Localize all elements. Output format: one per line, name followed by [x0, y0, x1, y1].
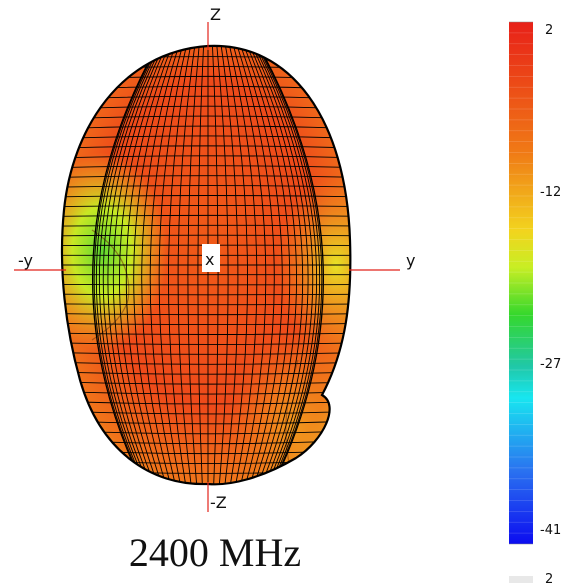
mesh-longitude-line: [98, 45, 161, 485]
mesh-latitude-line: [61, 155, 351, 159]
axis-label-x: x: [205, 250, 214, 269]
mesh-longitude-line: [93, 45, 159, 485]
colorbar-label-min: -41: [540, 523, 561, 538]
mesh-longitude-line: [158, 45, 187, 485]
mesh-latitude-line: [61, 234, 351, 237]
mesh-latitude-line: [61, 312, 351, 316]
x-label-box: [202, 244, 220, 272]
colorbar-bands: [509, 32, 533, 534]
mesh-longitude-line: [133, 45, 176, 485]
mesh-longitude-line: [233, 45, 267, 485]
mesh-longitude-line: [255, 45, 318, 485]
mesh-latitude-line: [61, 214, 351, 218]
mesh-longitude-line: [243, 45, 291, 485]
mesh-longitude-line: [141, 45, 180, 485]
mesh-longitude-line: [168, 45, 191, 485]
mesh-latitude-line: [61, 293, 351, 296]
axis-label-y-neg: -y: [18, 251, 33, 270]
mesh-latitude-line: [61, 332, 351, 335]
mesh-longitude-line: [240, 45, 283, 485]
mesh-longitude-line: [197, 45, 204, 485]
axis-label-z-neg: -Z: [210, 493, 227, 512]
colorbar-label-2: -12: [540, 185, 561, 200]
mesh-longitude-line: [249, 45, 304, 485]
mesh-longitude-line: [216, 45, 229, 485]
mesh-longitude-line: [95, 45, 160, 485]
mesh-longitude-line: [253, 45, 314, 485]
mesh-longitude-line: [149, 45, 183, 485]
axis-label-z-pos: Z: [210, 5, 221, 24]
mesh-longitude-line: [220, 45, 239, 485]
colorbar-label-3: -27: [540, 357, 561, 372]
mesh-longitude-line: [256, 45, 321, 485]
mesh-longitude-line: [125, 45, 173, 485]
mesh-longitude-line: [236, 45, 275, 485]
mesh-latitude-line: [61, 303, 351, 306]
colorbar: [509, 21, 533, 545]
frequency-caption: 2400 MHz: [128, 530, 302, 575]
colorbar-gradient: [509, 22, 533, 544]
mesh-longitude-line: [258, 45, 324, 485]
mesh-longitude-line: [112, 45, 167, 485]
mesh-latitude-line: [61, 322, 351, 326]
mesh-latitude-line: [61, 342, 351, 345]
mesh-longitude-line: [229, 45, 258, 485]
mesh-longitude-line: [187, 45, 200, 485]
colorbar-next-label: 2: [545, 572, 553, 583]
mesh-latitude-line: [61, 195, 351, 198]
mesh-longitude-line: [107, 45, 165, 485]
radiation-pattern-surface: [60, 44, 352, 486]
axes: [14, 22, 400, 512]
mesh-longitude-line: [251, 45, 309, 485]
mesh-longitude-line: [257, 45, 323, 485]
mesh-latitude-line: [61, 165, 351, 169]
mesh-longitude-line: [102, 45, 163, 485]
mesh-latitude-line: [61, 185, 351, 188]
mesh-latitude-line: [61, 224, 351, 227]
mesh-latitude-line: [61, 175, 351, 179]
mesh-longitude-line: [119, 45, 170, 485]
colorbar-next-top: [509, 576, 533, 583]
mesh-longitude-line: [92, 45, 158, 485]
mesh-longitude-line: [225, 45, 248, 485]
colorbar-label-max: 2: [545, 23, 553, 38]
mesh-longitude-line: [177, 45, 196, 485]
mesh-latitude-line: [61, 204, 351, 208]
mesh-longitude-line: [246, 45, 297, 485]
axis-label-y-pos: y: [406, 251, 415, 270]
mesh-latitude-line: [61, 351, 351, 355]
